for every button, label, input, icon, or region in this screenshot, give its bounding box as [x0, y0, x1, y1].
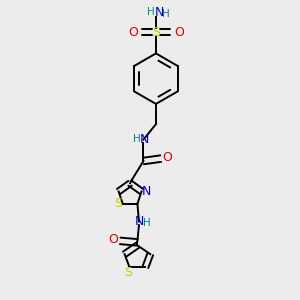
- Text: H: H: [162, 9, 170, 19]
- Text: N: N: [142, 185, 152, 198]
- Text: H: H: [143, 218, 151, 228]
- Text: H: H: [133, 134, 141, 144]
- Text: N: N: [135, 215, 145, 228]
- Text: O: O: [174, 26, 184, 38]
- Text: N: N: [155, 6, 164, 19]
- Text: O: O: [162, 151, 172, 164]
- Text: O: O: [128, 26, 138, 38]
- Text: N: N: [140, 133, 149, 146]
- Text: H: H: [147, 8, 154, 17]
- Text: S: S: [124, 266, 132, 279]
- Text: S: S: [152, 26, 160, 38]
- Text: S: S: [114, 197, 122, 210]
- Text: O: O: [109, 233, 118, 246]
